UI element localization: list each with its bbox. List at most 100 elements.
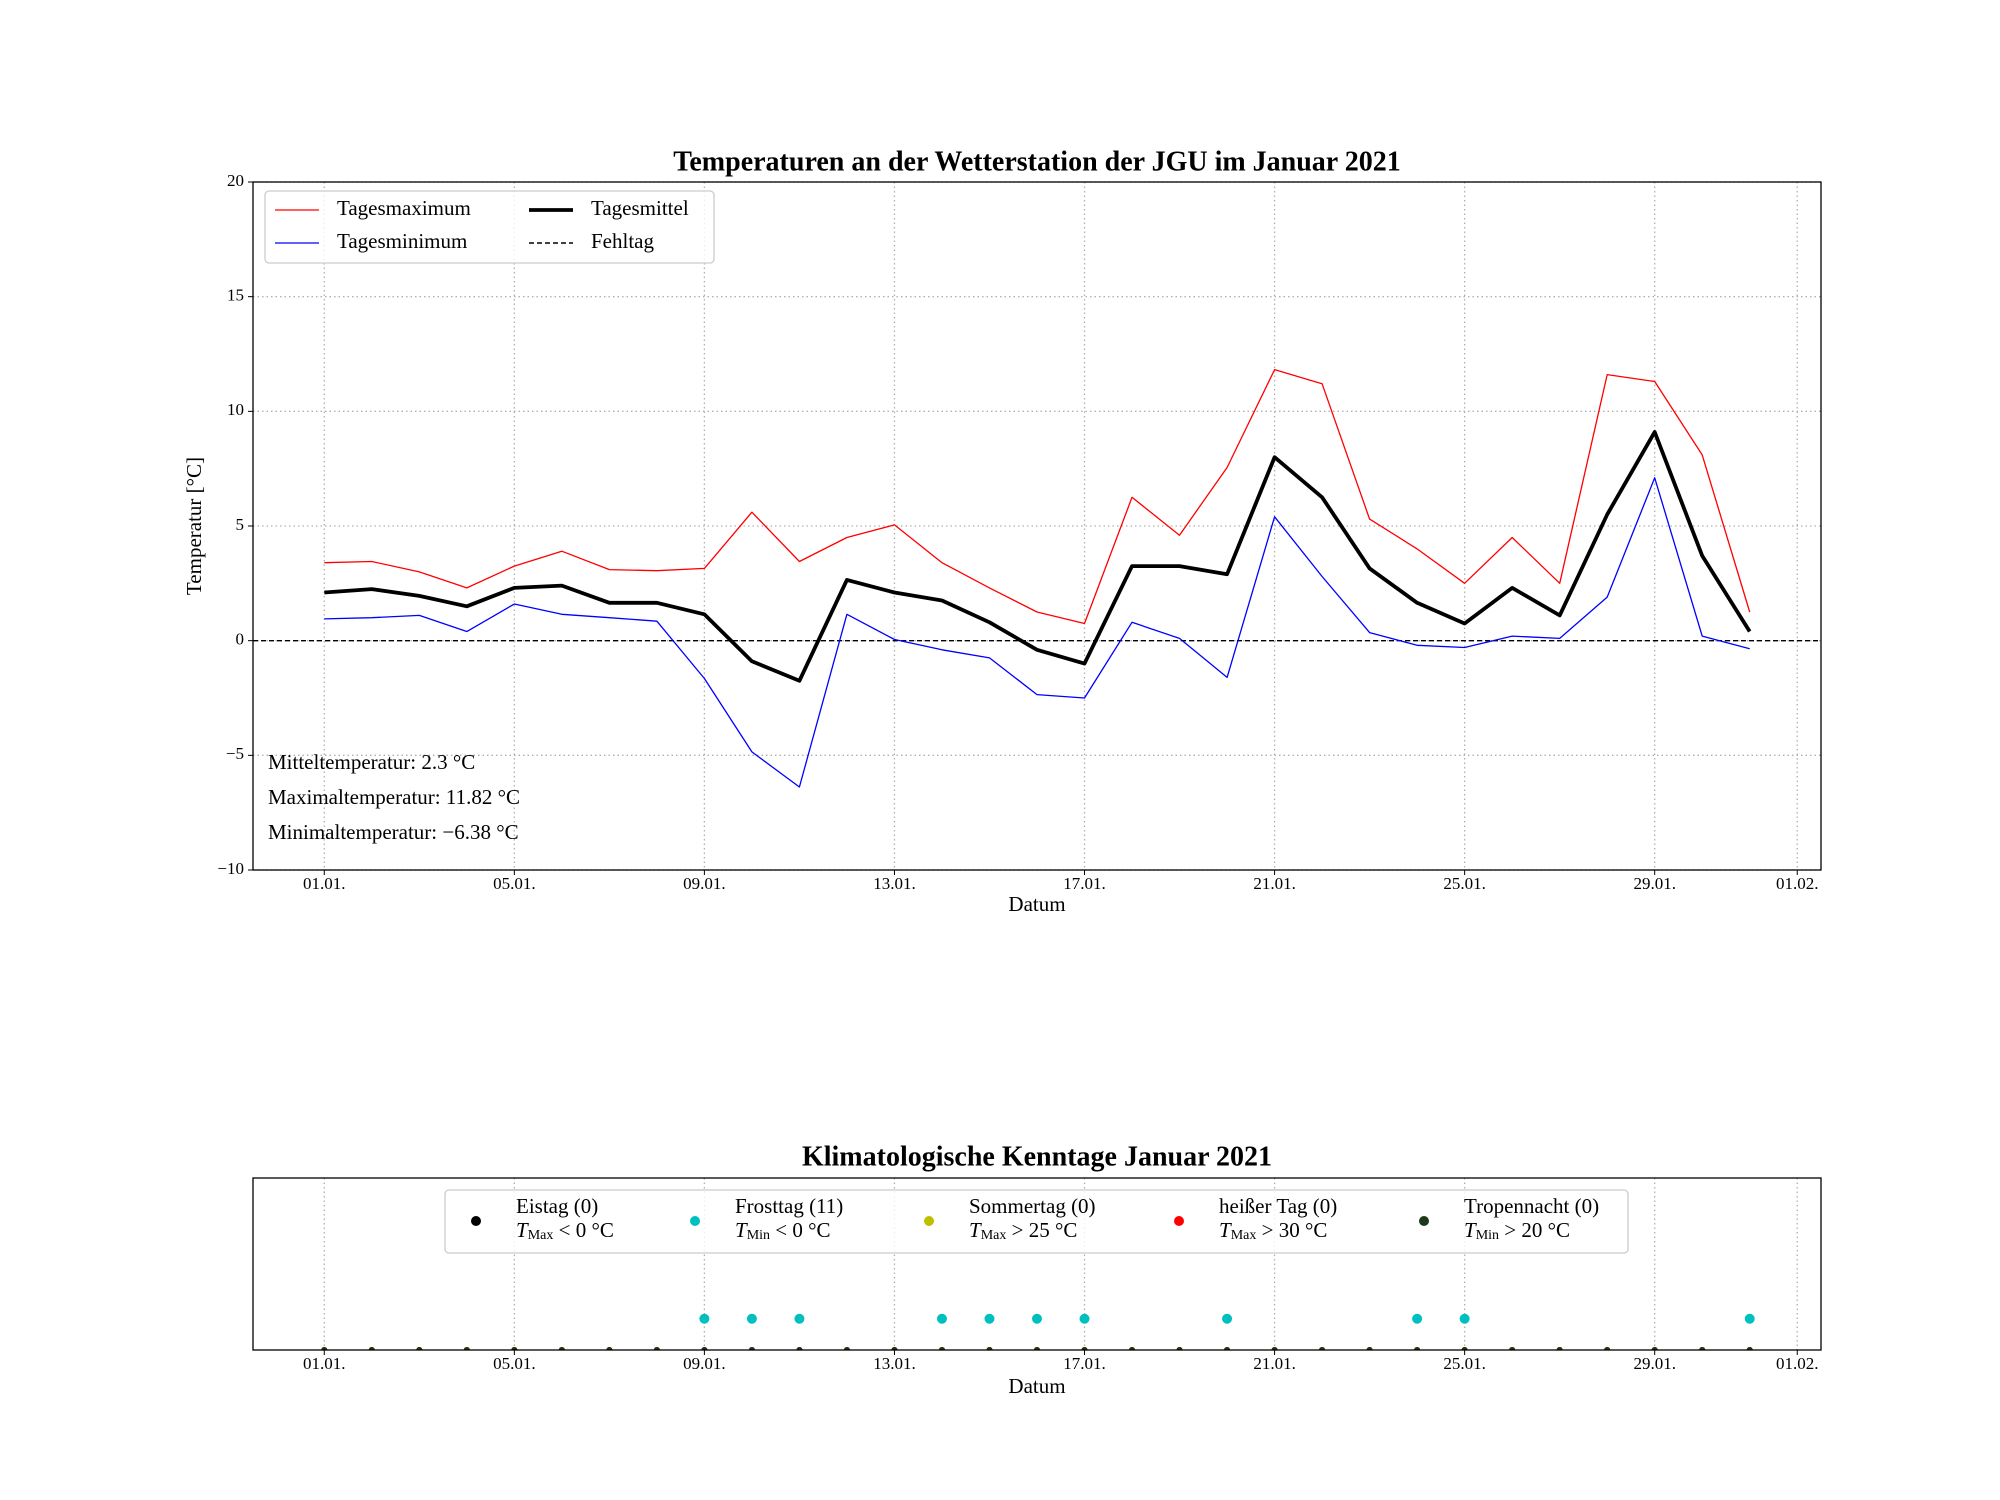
legend-label: Tagesmittel [591,196,689,220]
y-tick-label: 20 [227,171,244,190]
legend-label: Fehltag [591,229,654,253]
point [416,1347,423,1350]
legend-box [444,1189,1629,1254]
series-line [324,477,1750,788]
point [1459,1313,1470,1324]
axes-frame [252,181,1822,871]
legend-label: Tagesmaximum [337,196,471,220]
x-tick-label: 05.01. [493,1354,536,1373]
point [699,1313,710,1324]
x-axis-label: Datum [1008,1374,1065,1398]
x-axis-label: Datum [1008,892,1065,916]
x-tick-label: 29.01. [1633,874,1676,893]
annotation: Maximaltemperatur: 11.82 °C [268,785,520,809]
point [701,1347,708,1350]
point [1034,1347,1040,1350]
point [746,1313,757,1324]
legend-condition: TMax < 0 °C [516,1218,614,1243]
point [1129,1347,1136,1350]
point [368,1347,375,1350]
point [1271,1347,1278,1350]
y-tick-label: 15 [227,286,244,305]
point [1414,1347,1421,1350]
y-tick-label: 10 [227,400,244,419]
point [984,1313,995,1324]
y-tick-label: −5 [226,744,244,763]
y-tick-label: −10 [217,859,244,878]
y-tick-label: 5 [236,515,245,534]
point [606,1347,613,1350]
legend-condition: TMax > 30 °C [1219,1218,1327,1243]
point [1222,1313,1233,1324]
point [1079,1313,1090,1324]
series-line [324,368,1751,625]
point [1651,1347,1658,1350]
cond-rel: < 0 °C [559,1218,614,1242]
legend-label: Frosttag (11) [735,1194,843,1218]
point [936,1313,947,1324]
point [558,1347,565,1350]
point [1461,1347,1468,1350]
cond-sub: Max [528,1228,554,1243]
point [1744,1313,1755,1324]
x-tick-label: 13.01. [873,1354,916,1373]
cond-var: T [516,1218,529,1242]
point [1224,1347,1231,1350]
cond-rel: > 25 °C [1012,1218,1078,1242]
point [1319,1347,1326,1350]
x-tick-label: 01.02. [1776,874,1819,893]
x-tick-label: 21.01. [1253,1354,1296,1373]
point [1556,1347,1563,1350]
x-tick-label: 05.01. [493,874,536,893]
legend-label: Sommertag (0) [969,1194,1096,1218]
legend-label: Tagesminimum [337,229,467,253]
legend-condition: TMax > 25 °C [969,1218,1077,1243]
cond-sub: Max [981,1228,1007,1243]
legend-label: Eistag (0) [516,1194,598,1218]
legend-condition: TMin > 20 °C [1464,1218,1570,1243]
point [1699,1347,1706,1350]
point [1081,1347,1088,1350]
cond-rel: < 0 °C [775,1218,830,1242]
legend-marker [924,1216,934,1226]
cond-var: T [969,1218,982,1242]
cond-sub: Max [1231,1228,1257,1243]
legend-box [264,190,715,264]
cond-var: T [1464,1218,1477,1242]
point [1509,1347,1516,1350]
x-tick-label: 17.01. [1063,874,1106,893]
point [1746,1347,1753,1350]
point [321,1347,328,1350]
legend-marker [690,1216,700,1226]
x-tick-label: 09.01. [683,1354,726,1373]
x-tick-label: 01.01. [303,874,346,893]
legend-label: Tropennacht (0) [1464,1194,1599,1218]
x-tick-label: 09.01. [683,874,726,893]
point [891,1347,898,1350]
x-tick-label: 01.01. [303,1354,346,1373]
point [1604,1347,1611,1350]
point [653,1347,660,1350]
annotation: Mitteltemperatur: 2.3 °C [268,750,475,774]
point [511,1347,518,1350]
cond-rel: > 30 °C [1262,1218,1328,1242]
annotation: Minimaltemperatur: −6.38 °C [268,820,519,844]
chart-title: Klimatologische Kenntage Januar 2021 [802,1141,1272,1172]
x-tick-label: 01.02. [1776,1354,1819,1373]
series-line [324,430,1752,683]
y-tick-label: 0 [236,630,245,649]
point [1032,1313,1042,1324]
x-tick-label: 29.01. [1633,1354,1676,1373]
cond-var: T [735,1218,748,1242]
point [796,1347,803,1350]
point [1412,1313,1423,1324]
cond-var: T [1219,1218,1232,1242]
x-tick-label: 21.01. [1253,874,1296,893]
chart-title: Temperaturen an der Wetterstation der JG… [673,146,1400,177]
legend-marker [471,1216,481,1226]
point [843,1347,850,1350]
point [938,1347,945,1350]
x-tick-label: 13.01. [873,874,916,893]
point [794,1313,805,1324]
